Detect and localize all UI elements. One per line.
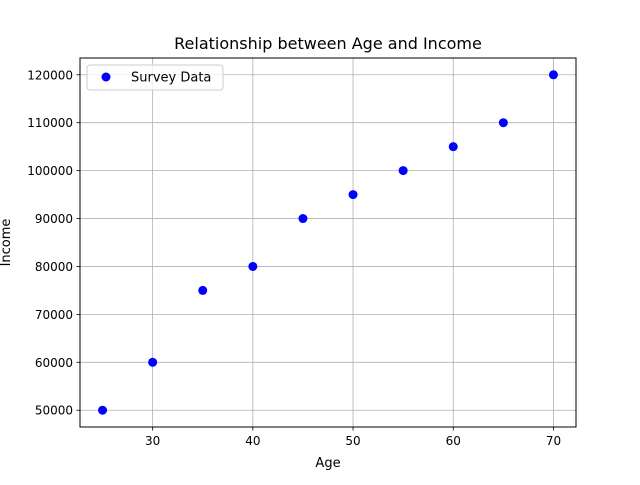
data-point (398, 166, 408, 176)
y-tick-label: 60000 (35, 356, 73, 370)
y-tick-label: 110000 (27, 116, 73, 130)
data-point (248, 261, 258, 271)
data-point (298, 214, 308, 224)
data-point (498, 118, 508, 128)
plot-frame (79, 57, 577, 428)
legend-marker (101, 72, 111, 82)
x-tick-label: 30 (145, 434, 160, 448)
data-point (348, 190, 358, 200)
y-axis-label: Income (0, 219, 14, 267)
y-tick-label: 90000 (35, 212, 73, 226)
legend: Survey Data (86, 64, 224, 91)
axis-ticks: 30 40 50 60 70 50000 60000 70000 80000 90000 10000… (27, 68, 561, 448)
x-tick-label: 60 (446, 434, 461, 448)
data-point (198, 285, 208, 295)
data-point (448, 142, 458, 152)
x-axis-label: Age (315, 456, 340, 471)
data-point (148, 357, 158, 367)
data-points (98, 70, 558, 415)
y-tick-label: 100000 (27, 164, 73, 178)
y-tick-label: 120000 (27, 68, 73, 82)
legend-box (86, 64, 224, 91)
x-tick-label: 70 (546, 434, 561, 448)
x-tick-label: 50 (345, 434, 360, 448)
chart-title: Relationship between Age and Income (174, 34, 482, 53)
legend-label: Survey Data (131, 71, 211, 86)
x-tick-label: 40 (245, 434, 260, 448)
data-point (98, 405, 108, 415)
data-point (548, 70, 558, 80)
y-tick-label: 80000 (35, 260, 73, 274)
grid-lines (80, 58, 576, 427)
y-tick-label: 70000 (35, 308, 73, 322)
y-tick-label: 50000 (35, 404, 73, 418)
